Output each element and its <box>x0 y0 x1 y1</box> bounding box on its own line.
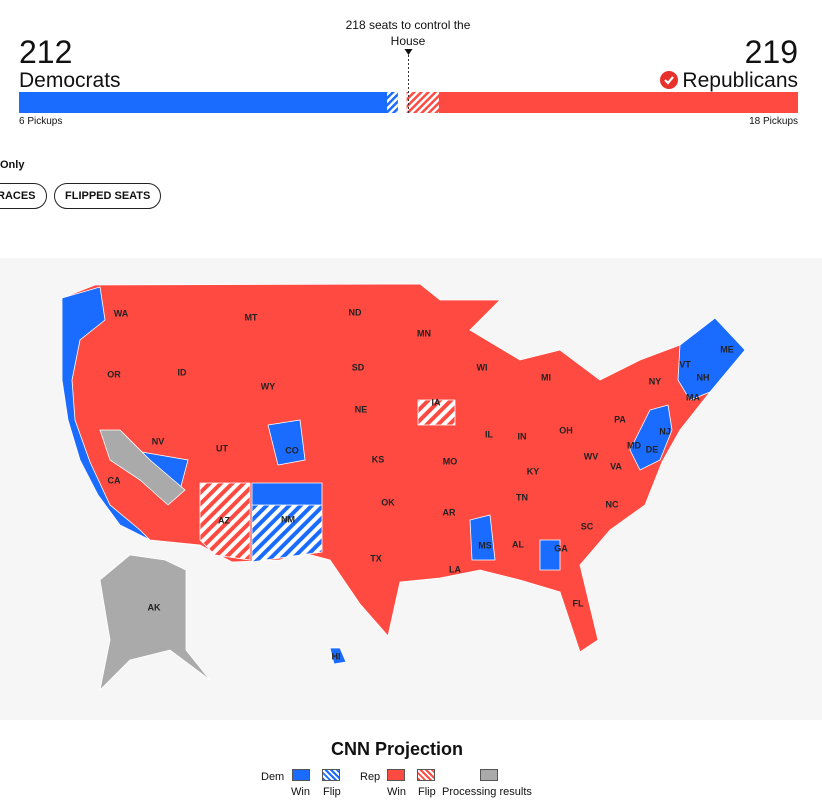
swatch-dem-win <box>292 769 310 781</box>
swatch-dem-flip <box>322 769 340 781</box>
state-label: KY <box>527 466 540 476</box>
dem-pickups-row: 6 Pickups <box>19 116 62 127</box>
state-label: MI <box>541 372 551 382</box>
rep-bar <box>406 92 798 113</box>
state-label: WA <box>114 308 129 318</box>
state-label: TX <box>370 553 382 563</box>
rep-pickups: 18 <box>749 116 761 127</box>
dem-ga <box>539 539 561 571</box>
dem-mid-atlantic <box>629 404 673 471</box>
state-label: SC <box>581 521 594 531</box>
state-label: MT <box>245 312 258 322</box>
state-label: AZ <box>218 515 230 525</box>
legend-dem-win: Win <box>291 786 310 798</box>
legend-dem-flip: Flip <box>323 786 341 798</box>
legend-rep-flip: Flip <box>418 786 436 798</box>
state-label: AL <box>512 539 524 549</box>
state-label: UT <box>216 443 228 453</box>
rep-seats: 219 <box>744 34 798 70</box>
rep-name: Republicans <box>682 69 798 92</box>
seat-bar <box>19 49 798 113</box>
state-label: CA <box>108 475 121 485</box>
state-label: GA <box>554 543 568 553</box>
state-label: KS <box>372 454 385 464</box>
swatch-processing <box>480 769 498 781</box>
dem-west-coast <box>61 286 151 541</box>
rep-name-row: Republicans <box>660 70 798 92</box>
state-label: TN <box>516 492 528 502</box>
state-label: NY <box>649 376 662 386</box>
state-label: NJ <box>659 426 671 436</box>
state-label: MA <box>686 392 700 402</box>
dem-colorado <box>267 419 306 466</box>
state-label: CO <box>285 445 299 455</box>
state-label: NM <box>281 514 295 524</box>
state-label: WI <box>477 362 488 372</box>
legend-rep: Rep <box>360 771 381 783</box>
state-label: MO <box>443 456 458 466</box>
state-label: IA <box>432 397 442 407</box>
state-label: OR <box>107 369 121 379</box>
only-label: Only <box>0 159 25 171</box>
state-label: NE <box>355 404 368 414</box>
processing-ca <box>99 429 186 506</box>
processing-ak <box>99 554 211 692</box>
state-label: OK <box>381 497 395 507</box>
state-label: NC <box>606 499 619 509</box>
state-label: PA <box>614 414 626 424</box>
control-seats: 218 <box>345 18 366 32</box>
dem-name: Democrats <box>19 69 121 92</box>
dem-pickups: 6 <box>19 116 25 127</box>
flip-ia <box>417 399 456 426</box>
state-label: MS <box>478 540 492 550</box>
control-marker <box>404 49 413 55</box>
flip-az <box>199 482 251 561</box>
legend-dem: Dem <box>261 771 285 783</box>
state-label: FL <box>573 598 584 608</box>
filter-button[interactable]: RACES <box>0 183 47 209</box>
state-label: VA <box>610 461 622 471</box>
swatch-rep-win <box>387 769 405 781</box>
control-label: seats to control the House <box>368 18 471 48</box>
state-label: LA <box>449 564 461 574</box>
legend-processing: Processing results <box>442 786 532 798</box>
state-label: NH <box>697 372 710 382</box>
state-label: MN <box>417 328 431 338</box>
state-label: HI <box>332 651 341 661</box>
dem-bar <box>19 92 398 113</box>
legend-rep-win: Win <box>387 786 406 798</box>
state-label: VT <box>679 359 691 369</box>
state-label: OH <box>559 425 573 435</box>
dem-new-england <box>677 317 746 401</box>
state-label: ND <box>349 307 362 317</box>
filter-button[interactable]: FLIPPED SEATS <box>54 183 162 209</box>
check-icon <box>660 71 679 89</box>
dem-ms <box>469 514 496 561</box>
state-label: ID <box>178 367 188 377</box>
dem-pickups-label: Pickups <box>27 116 63 127</box>
rep-pickup-bar <box>406 92 439 113</box>
legend-title: CNN Projection <box>330 739 463 759</box>
control-note: 218 seats to control the House <box>338 17 478 49</box>
state-label: SD <box>352 362 365 372</box>
swatch-rep-flip <box>417 769 435 781</box>
state-label: AK <box>148 602 161 612</box>
state-label: IL <box>485 429 494 439</box>
dem-seats: 212 <box>19 34 73 70</box>
dem-hi <box>329 647 347 665</box>
rep-pickups-row: 18 Pickups <box>749 116 798 127</box>
state-label: DE <box>646 444 659 454</box>
state-label: WV <box>584 451 599 461</box>
rep-pickups-label: Pickups <box>762 116 798 127</box>
dem-pickup-bar <box>387 92 398 113</box>
state-label: MD <box>627 440 641 450</box>
dem-nm <box>251 482 323 506</box>
state-label: WY <box>261 381 276 391</box>
state-label: AR <box>443 507 456 517</box>
map: WA MT ND MN OR ID SD WI MI NY VT ME NH MA WY NE IA PA IL IN… <box>0 258 822 720</box>
state-label: ME <box>720 344 734 354</box>
state-label: NV <box>152 436 165 446</box>
state-label: IN <box>518 431 527 441</box>
